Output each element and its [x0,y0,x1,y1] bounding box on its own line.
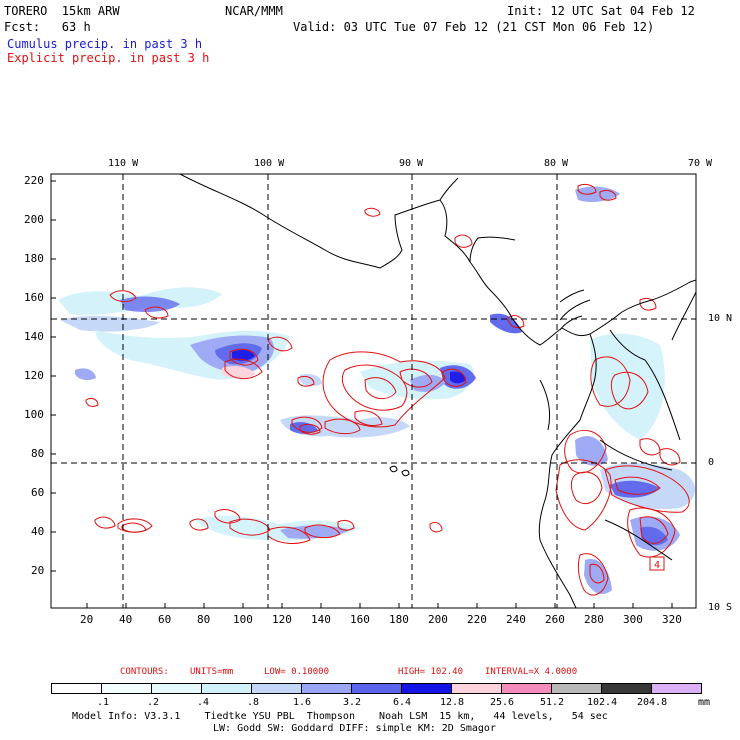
y-tick-label: 20 [31,564,45,577]
forecast-hour: Fcst: 63 h [4,20,91,34]
cumulus-legend-line: Cumulus precip. in past 3 h [7,37,203,51]
y-tick-label: 160 [24,291,44,304]
legend-label: 51.2 [540,697,565,708]
legend-swatch [151,683,202,694]
legend-swatch [251,683,302,694]
legend-label: .8 [247,697,260,708]
legend-label: 3.2 [343,697,362,708]
explicit-legend-line: Explicit precip. in past 3 h [7,51,210,65]
legend-label: 25.6 [490,697,515,708]
x-tick-label: 20 [80,613,94,626]
x-tick-label: 280 [584,613,604,626]
lon-label: 110 W [108,158,139,169]
map-frame [50,173,697,609]
lon-label: 90 W [399,158,424,169]
y-tick-label: 80 [31,447,45,460]
x-tick-label: 320 [662,613,682,626]
legend-swatch [451,683,502,694]
x-tick-label: 100 [233,613,253,626]
y-tick-label: 60 [31,486,45,499]
y-tick-label: 180 [24,252,44,265]
legend-swatch [401,683,452,694]
legend-units: mm [698,697,711,708]
legend-swatch [201,683,252,694]
x-tick-label: 160 [350,613,370,626]
legend-label: .4 [197,697,210,708]
x-tick-label: 220 [467,613,487,626]
legend-label: 102.4 [587,697,618,708]
x-tick-label: 300 [623,613,643,626]
legend-label: 12.8 [440,697,465,708]
x-tick-label: 80 [197,613,211,626]
legend-swatch [501,683,552,694]
contours-interval: INTERVAL=X 4.0000 [485,667,578,677]
legend-label: .2 [147,697,160,708]
lat-label: 10 S [708,602,733,613]
explicit-precip-contours [85,183,690,596]
x-tick-label: 200 [428,613,448,626]
y-tick-label: 140 [24,330,44,343]
y-tick-label: 120 [24,369,44,382]
valid-time: Valid: 03 UTC Tue 07 Feb 12 (21 CST Mon … [293,20,655,34]
contours-label: CONTOURS: [120,667,169,677]
legend-label: 204.8 [637,697,668,708]
x-tick-label: 120 [272,613,292,626]
x-tick-label: 260 [545,613,565,626]
x-tick-label: 60 [158,613,172,626]
legend-swatch [601,683,652,694]
lat-lon-grid [51,174,696,608]
lat-label: 0 [708,457,715,468]
legend-swatch [101,683,152,694]
legend-swatch [51,683,102,694]
coastlines [179,174,696,608]
x-tick-label: 180 [389,613,409,626]
legend-label: 6.4 [393,697,412,708]
contours-high: HIGH= 102.40 [398,667,464,677]
x-tick-label: 40 [119,613,133,626]
init-time: Init: 12 UTC Sat 04 Feb 12 [507,4,695,18]
legend-swatch [551,683,602,694]
contours-low: LOW= 0.10000 [264,667,330,677]
physics-info: LW: Godd SW: Goddard DIFF: simple KM: 2D… [213,723,496,734]
lon-label: 70 W [688,158,713,169]
lon-label: 80 W [544,158,569,169]
org-label: NCAR/MMM [225,4,283,18]
legend-swatch [301,683,352,694]
contour-value-label: 4 [654,560,660,571]
legend-label: 1.6 [293,697,312,708]
y-tick-label: 40 [31,525,45,538]
y-tick-label: 200 [24,213,44,226]
legend-swatch [651,683,702,694]
legend-swatch [351,683,402,694]
model-info: Model Info: V3.3.1 Tiedtke YSU PBL Thomp… [72,711,608,722]
y-tick-label: 100 [24,408,44,421]
contours-units: UNITS=mm [190,667,234,677]
y-tick-label: 220 [24,174,44,187]
x-tick-label: 240 [506,613,526,626]
legend-label: .1 [97,697,110,708]
model-title: TORERO 15km ARW [4,4,120,18]
lon-label: 100 W [254,158,285,169]
cumulus-precip [58,186,695,595]
x-tick-label: 140 [311,613,331,626]
lat-label: 10 N [708,313,733,324]
